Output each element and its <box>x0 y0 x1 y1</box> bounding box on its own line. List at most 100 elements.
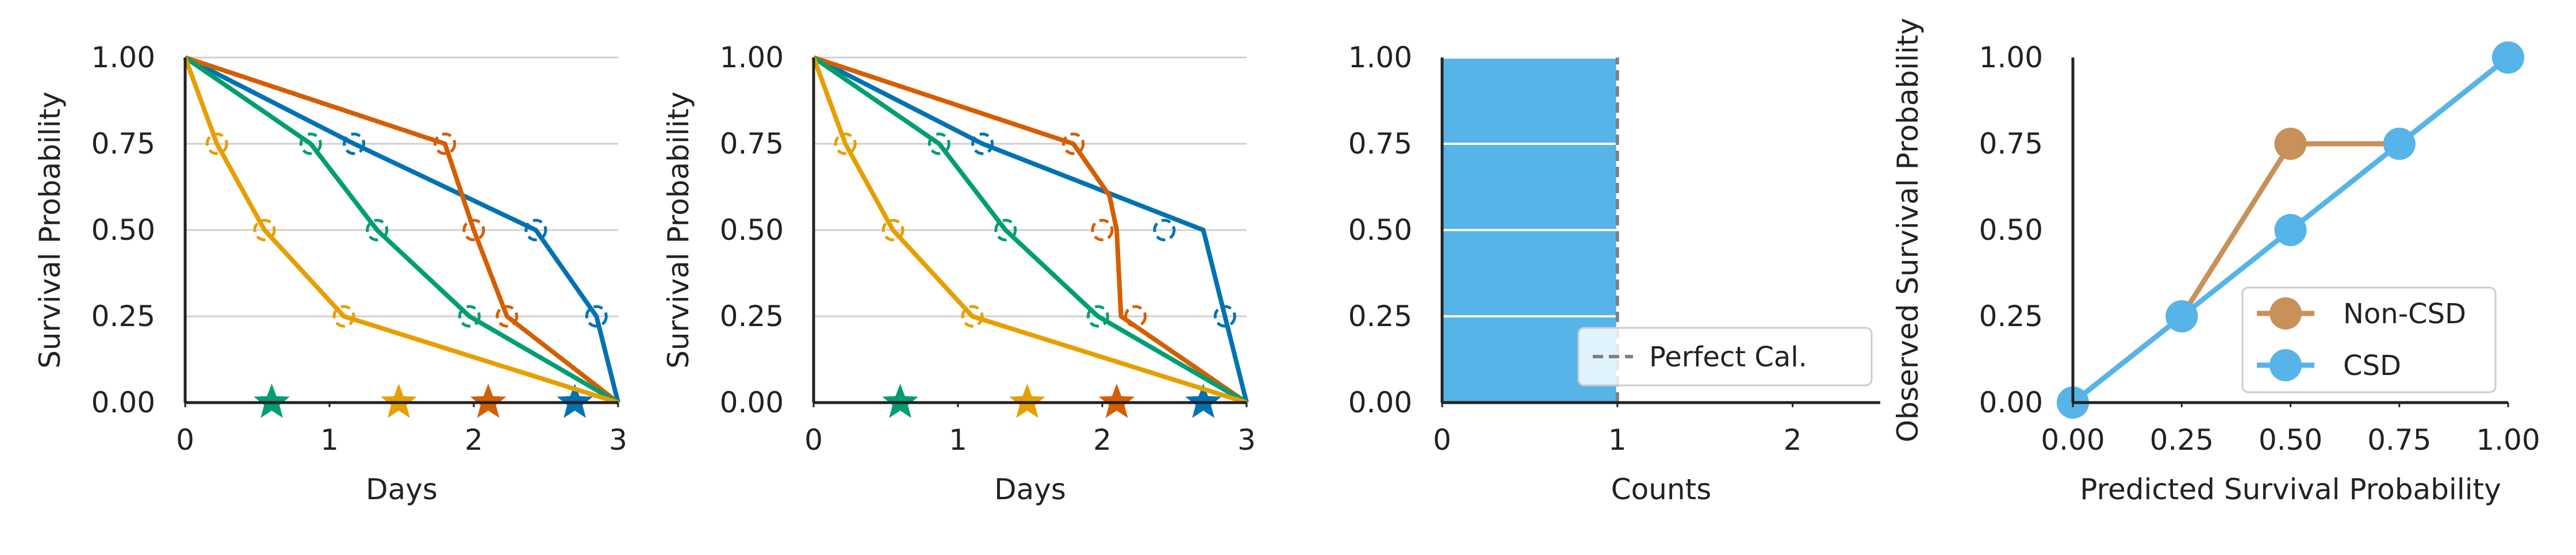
histogram-bar <box>1441 56 1619 145</box>
y-tick-label: 0.25 <box>1348 300 1412 333</box>
y-axis-label: Survival Probability <box>662 91 695 369</box>
x-tick-label: 0.75 <box>2367 423 2431 457</box>
censor-marker <box>927 132 950 155</box>
event-star-marker <box>882 384 918 418</box>
censor-marker <box>524 219 547 242</box>
censor-marker <box>1062 132 1085 155</box>
x-tick-label: 1 <box>949 423 967 457</box>
calibration-point <box>2274 214 2307 246</box>
event-star-marker <box>557 384 593 418</box>
y-tick-label: 0.00 <box>720 386 784 419</box>
event-star-marker <box>1009 384 1045 418</box>
y-tick-label: 0.50 <box>720 213 784 247</box>
panel-2: 0.00 0.25 0.50 0.75 1.00 0 1 2 3 Days Survival Pro… <box>662 41 1256 506</box>
x-tick-label: 1.00 <box>2476 423 2540 457</box>
legend-marker <box>2270 297 2302 330</box>
x-tick-label: 0.00 <box>2041 423 2104 457</box>
calibration-point <box>2492 41 2524 74</box>
censor-marker <box>253 219 276 242</box>
survival-curve <box>812 55 1249 403</box>
x-tick-label: 0 <box>1433 423 1451 457</box>
censor-marker <box>462 219 485 242</box>
legend-label: CSD <box>2343 350 2401 382</box>
censor-marker <box>496 305 519 328</box>
censor-marker <box>458 305 481 328</box>
x-tick-label: 2 <box>465 423 483 457</box>
y-tick-label: 1.00 <box>720 41 784 74</box>
survival-curve <box>811 56 1248 405</box>
x-tick-label: 2 <box>1093 423 1111 457</box>
legend-label: Non-CSD <box>2343 298 2466 330</box>
x-tick-label: 1 <box>320 423 339 457</box>
survival-curve <box>184 55 620 403</box>
event-star-marker <box>1185 384 1222 418</box>
panel-4: 0.00 0.25 0.50 0.75 1.00 0.00 0.25 0.50 0.75 1.00… <box>1891 18 2540 506</box>
survival-curve <box>183 56 619 405</box>
censor-marker <box>881 219 904 242</box>
histogram-bar <box>1441 229 1619 317</box>
x-tick-label: 2 <box>1784 423 1802 457</box>
x-axis-label: Days <box>366 473 438 506</box>
event-star-marker <box>1098 384 1135 418</box>
x-axis-label: Counts <box>1611 473 1712 506</box>
censor-marker <box>1153 219 1176 242</box>
censor-marker <box>299 132 322 155</box>
histogram-bar <box>1441 143 1619 231</box>
legend: Perfect Cal. <box>1577 327 1873 386</box>
censor-marker <box>1091 219 1114 242</box>
x-tick-label: 3 <box>609 423 627 457</box>
x-tick-label: 0 <box>804 423 823 457</box>
survival-curve <box>812 55 1248 405</box>
event-star-marker <box>470 384 507 418</box>
censor-marker <box>1213 305 1236 328</box>
survival-curve <box>812 55 1248 405</box>
y-tick-label: 0.50 <box>1348 213 1412 247</box>
x-tick-label: 1 <box>1608 423 1627 457</box>
x-axis-label: Days <box>994 473 1066 506</box>
legend: Non-CSD CSD <box>2241 286 2497 393</box>
censor-marker <box>343 132 366 155</box>
x-tick-label: 0 <box>176 423 194 457</box>
y-tick-label: 1.00 <box>1348 41 1412 74</box>
censor-marker <box>834 132 857 155</box>
panel-3: 0.00 0.25 0.50 0.75 1.00 0 1 2 Counts Perfect Cal… <box>1348 41 1880 506</box>
censor-marker <box>332 305 355 328</box>
x-axis-label: Predicted Survival Probability <box>2080 473 2501 506</box>
legend-box <box>1577 327 1873 386</box>
y-axis-label: Observed Survival Probability <box>1891 18 1925 442</box>
y-tick-label: 0.25 <box>1979 300 2043 333</box>
y-tick-label: 0.75 <box>91 127 155 160</box>
censor-marker <box>585 305 608 328</box>
x-tick-label: 0.25 <box>2150 423 2214 457</box>
event-star-marker <box>254 384 290 418</box>
y-axis-label: Survival Probability <box>33 91 67 369</box>
survival-curve <box>183 55 620 405</box>
y-tick-label: 0.00 <box>1979 386 2043 419</box>
event-star-marker <box>381 384 417 418</box>
y-tick-label: 0.25 <box>720 300 784 333</box>
y-tick-label: 0.00 <box>1348 386 1412 419</box>
y-tick-label: 1.00 <box>1979 41 2043 74</box>
x-tick-label: 0.50 <box>2259 423 2322 457</box>
survival-curve <box>184 55 620 405</box>
y-tick-label: 0.75 <box>720 127 784 160</box>
censor-marker <box>205 132 228 155</box>
x-tick-label: 3 <box>1237 423 1256 457</box>
censor-marker <box>1086 305 1109 328</box>
censor-marker <box>1124 305 1147 328</box>
y-tick-label: 0.50 <box>91 213 155 247</box>
calibration-point <box>2274 128 2307 160</box>
censor-marker <box>366 219 389 242</box>
legend-marker <box>2270 349 2302 381</box>
y-tick-label: 0.75 <box>1348 127 1412 160</box>
y-tick-label: 0.25 <box>91 300 155 333</box>
censor-marker <box>994 219 1017 242</box>
y-tick-label: 0.75 <box>1979 127 2043 160</box>
legend-label: Perfect Cal. <box>1649 341 1807 373</box>
censor-marker <box>961 305 984 328</box>
y-tick-label: 0.50 <box>1979 213 2043 247</box>
calibration-point <box>2383 128 2416 160</box>
y-tick-label: 1.00 <box>91 41 155 74</box>
